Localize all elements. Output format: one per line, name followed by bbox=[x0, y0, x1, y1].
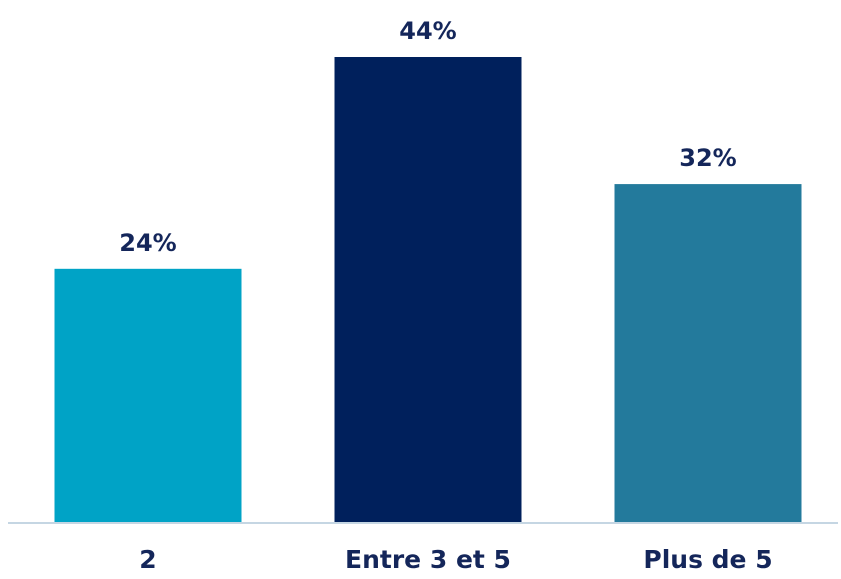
value-label-2: 24% bbox=[119, 229, 176, 257]
category-label-plus-de-5: Plus de 5 bbox=[643, 545, 772, 574]
category-labels-group: 2 Entre 3 et 5 Plus de 5 bbox=[139, 545, 772, 574]
value-labels-group: 24% 44% 32% bbox=[119, 17, 736, 257]
category-label-2: 2 bbox=[139, 545, 156, 574]
bar-2 bbox=[54, 268, 242, 523]
value-label-plus-de-5: 32% bbox=[679, 144, 736, 172]
category-label-entre-3-et-5: Entre 3 et 5 bbox=[345, 545, 511, 574]
bar-plus-de-5 bbox=[614, 184, 802, 523]
bars-group bbox=[54, 57, 802, 523]
bar-entre-3-et-5 bbox=[334, 57, 522, 523]
value-label-entre-3-et-5: 44% bbox=[399, 17, 456, 45]
